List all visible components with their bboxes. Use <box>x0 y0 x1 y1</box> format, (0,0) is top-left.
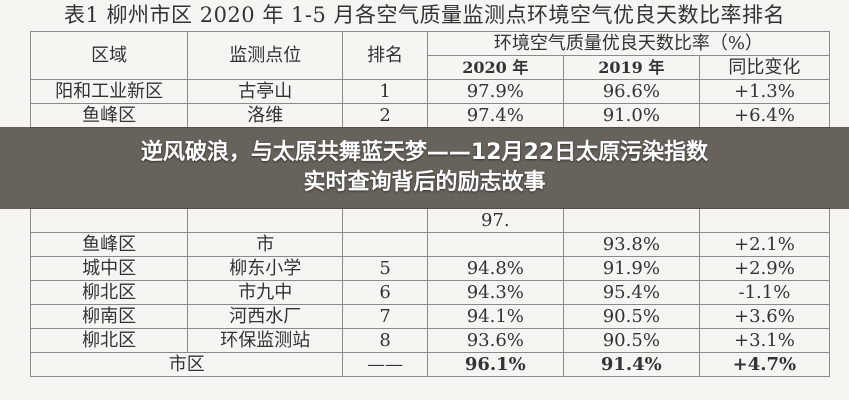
table-row: 柳北区 环保监测站 8 93.6% 90.5% +3.1% <box>29 328 831 353</box>
cell-rank: 1 <box>342 79 428 104</box>
cell-region: 柳北区 <box>29 280 189 305</box>
cell-site: 市九中 <box>187 280 344 305</box>
header-site: 监测点位 <box>187 31 344 80</box>
table-row: 97. <box>29 208 831 233</box>
table-row-total: 市区 —— 96.1% 91.4% +4.7% <box>29 352 831 377</box>
cell-site <box>187 208 344 233</box>
cell-2019: 90.5% <box>562 328 700 353</box>
cell-2020: 97.9% <box>426 79 564 104</box>
cell-rank: 5 <box>342 256 428 281</box>
cell-2020: 97.4% <box>426 103 564 128</box>
cell-rank: 8 <box>342 328 428 353</box>
cell-site: 河西水厂 <box>187 304 344 329</box>
cell-2019 <box>562 208 700 233</box>
headline-line-1: 逆风破浪，与太原共舞蓝天梦——12月22日太原污染指数 <box>140 140 709 165</box>
cell-region <box>29 208 189 233</box>
header-2019: 2019 年 <box>562 55 700 80</box>
cell-region: 柳南区 <box>29 304 189 329</box>
cell-change: +6.4% <box>698 103 831 128</box>
cell-2019: 90.5% <box>562 304 700 329</box>
total-change: +4.7% <box>698 352 831 377</box>
table-row: 鱼峰区 洛维 2 97.4% 91.0% +6.4% <box>29 103 831 128</box>
cell-region: 阳和工业新区 <box>29 79 189 104</box>
cell-site: 柳东小学 <box>187 256 344 281</box>
cell-2019: 96.6% <box>562 79 700 104</box>
cell-change <box>698 208 831 233</box>
cell-2020 <box>426 232 564 257</box>
cell-change: +2.9% <box>698 256 831 281</box>
cell-rank <box>342 232 428 257</box>
cell-rank: 2 <box>342 103 428 128</box>
cell-rank: 6 <box>342 280 428 305</box>
table-row: 柳北区 市九中 6 94.3% 95.4% -1.1% <box>29 280 831 305</box>
header-change: 同比变化 <box>698 55 831 80</box>
cell-2019: 91.0% <box>562 103 700 128</box>
table-row: 鱼峰区市 93.8% +2.1% <box>29 232 831 257</box>
total-region: 市区 <box>29 352 344 377</box>
air-quality-table: 区域 监测点位 排名 环境空气质量优良天数比率（%） 2020 年 2019 年… <box>29 31 831 377</box>
cell-rank <box>342 208 428 233</box>
header-group: 环境空气质量优良天数比率（%） <box>426 31 831 56</box>
table-row: 柳南区 河西水厂 7 94.1% 90.5% +3.6% <box>29 304 831 329</box>
table-row: 城中区 柳东小学 5 94.8% 91.9% +2.9% <box>29 256 831 281</box>
cell-site: 古亭山 <box>187 79 344 104</box>
cell-2020: 94.8% <box>426 256 564 281</box>
table-title: 表1 柳州市区 2020 年 1-5 月各空气质量监测点环境空气优良天数比率排名 <box>64 3 785 27</box>
cell-region: 鱼峰区 <box>29 103 189 128</box>
cell-region: 城中区 <box>29 256 189 281</box>
cell-change: +2.1% <box>698 232 831 257</box>
header-region: 区域 <box>29 31 189 80</box>
cell-change: -1.1% <box>698 280 831 305</box>
table-row: 阳和工业新区 古亭山 1 97.9% 96.6% +1.3% <box>29 79 831 104</box>
cell-site: 环保监测站 <box>187 328 344 353</box>
cell-site: 市 <box>187 232 344 257</box>
header-2020: 2020 年 <box>426 55 564 80</box>
headline-banner: 逆风破浪，与太原共舞蓝天梦——12月22日太原污染指数 实时查询背后的励志故事 <box>0 127 849 209</box>
cell-change: +3.6% <box>698 304 831 329</box>
total-2019: 91.4% <box>562 352 700 377</box>
cell-region: 鱼峰区 <box>29 232 189 257</box>
cell-2020: 97. <box>426 208 564 233</box>
cell-2020: 94.3% <box>426 280 564 305</box>
header-rank: 排名 <box>342 31 428 80</box>
headline-line-2: 实时查询背后的励志故事 <box>303 170 546 195</box>
cell-change: +3.1% <box>698 328 831 353</box>
cell-2020: 93.6% <box>426 328 564 353</box>
total-rank: —— <box>342 352 428 377</box>
cell-2019: 93.8% <box>562 232 700 257</box>
cell-2019: 91.9% <box>562 256 700 281</box>
cell-site: 洛维 <box>187 103 344 128</box>
cell-rank: 7 <box>342 304 428 329</box>
cell-2020: 94.1% <box>426 304 564 329</box>
cell-change: +1.3% <box>698 79 831 104</box>
cell-2019: 95.4% <box>562 280 700 305</box>
cell-region: 柳北区 <box>29 328 189 353</box>
total-2020: 96.1% <box>426 352 564 377</box>
